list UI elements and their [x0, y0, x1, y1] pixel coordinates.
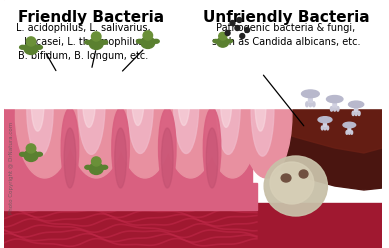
Ellipse shape: [178, 62, 190, 125]
Ellipse shape: [240, 33, 245, 38]
Ellipse shape: [337, 107, 339, 111]
Ellipse shape: [321, 126, 323, 130]
Ellipse shape: [143, 31, 152, 40]
Ellipse shape: [16, 53, 74, 178]
Ellipse shape: [358, 111, 360, 116]
Ellipse shape: [116, 38, 174, 178]
Ellipse shape: [306, 102, 308, 107]
Ellipse shape: [349, 101, 364, 108]
Text: L. acidophilus, L. salivarius,
 L. casei, L. thermophilus,
B. bifidum, B. longum: L. acidophilus, L. salivarius, L. casei,…: [16, 23, 151, 61]
Ellipse shape: [351, 131, 352, 134]
Polygon shape: [228, 0, 382, 153]
Ellipse shape: [225, 31, 230, 35]
Ellipse shape: [251, 62, 274, 156]
Ellipse shape: [89, 38, 103, 49]
Ellipse shape: [85, 165, 91, 169]
Ellipse shape: [219, 32, 227, 40]
Text: Photo Copyright @ DrNatura.com: Photo Copyright @ DrNatura.com: [9, 122, 14, 214]
Ellipse shape: [101, 40, 108, 44]
Ellipse shape: [36, 45, 42, 49]
Polygon shape: [228, 0, 382, 190]
Ellipse shape: [91, 157, 101, 166]
Text: Friendly Bacteria: Friendly Bacteria: [18, 10, 165, 25]
Ellipse shape: [31, 75, 44, 131]
Ellipse shape: [206, 43, 259, 178]
Ellipse shape: [327, 126, 329, 130]
Ellipse shape: [161, 128, 173, 188]
Ellipse shape: [343, 122, 356, 128]
Ellipse shape: [217, 37, 229, 47]
Ellipse shape: [173, 49, 199, 154]
Ellipse shape: [141, 37, 155, 48]
Ellipse shape: [334, 107, 336, 111]
Ellipse shape: [19, 152, 26, 156]
Ellipse shape: [264, 156, 328, 216]
Ellipse shape: [19, 45, 26, 49]
Ellipse shape: [203, 108, 221, 188]
Ellipse shape: [153, 39, 159, 43]
Ellipse shape: [89, 163, 103, 174]
Polygon shape: [4, 183, 257, 210]
Ellipse shape: [131, 62, 144, 125]
Ellipse shape: [206, 128, 218, 188]
Ellipse shape: [227, 39, 232, 43]
Polygon shape: [323, 121, 327, 126]
Ellipse shape: [270, 162, 314, 204]
Ellipse shape: [255, 75, 266, 131]
Ellipse shape: [245, 28, 250, 32]
Ellipse shape: [281, 174, 291, 182]
Ellipse shape: [36, 152, 42, 156]
Ellipse shape: [235, 26, 240, 31]
Ellipse shape: [82, 67, 96, 127]
Ellipse shape: [237, 18, 242, 23]
Ellipse shape: [330, 107, 333, 111]
Polygon shape: [354, 106, 358, 112]
Ellipse shape: [220, 67, 232, 127]
Ellipse shape: [66, 43, 126, 178]
Ellipse shape: [24, 150, 38, 161]
Ellipse shape: [78, 53, 105, 154]
Ellipse shape: [324, 126, 326, 130]
Ellipse shape: [216, 53, 240, 154]
Ellipse shape: [137, 39, 143, 43]
Ellipse shape: [352, 111, 354, 116]
Ellipse shape: [85, 40, 91, 44]
Ellipse shape: [101, 165, 108, 169]
Ellipse shape: [230, 21, 235, 26]
Ellipse shape: [299, 170, 308, 178]
Ellipse shape: [112, 108, 129, 188]
Ellipse shape: [61, 108, 79, 188]
Ellipse shape: [27, 62, 53, 156]
Polygon shape: [348, 126, 351, 131]
Ellipse shape: [159, 108, 176, 188]
Ellipse shape: [24, 43, 38, 55]
Ellipse shape: [241, 53, 292, 178]
Ellipse shape: [127, 49, 153, 154]
Polygon shape: [308, 95, 312, 102]
Ellipse shape: [326, 95, 343, 103]
Polygon shape: [4, 203, 382, 248]
Polygon shape: [4, 0, 252, 193]
Ellipse shape: [313, 102, 315, 107]
Ellipse shape: [26, 37, 36, 46]
Text: Pathogenic bacteria & fungi,
such as Candida albicans, etc.: Pathogenic bacteria & fungi, such as Can…: [212, 23, 360, 47]
Ellipse shape: [163, 38, 219, 178]
Ellipse shape: [346, 131, 348, 134]
Ellipse shape: [355, 111, 357, 116]
Text: Unfriendly Bacteria: Unfriendly Bacteria: [203, 10, 370, 25]
Ellipse shape: [213, 39, 219, 43]
Ellipse shape: [318, 117, 332, 123]
Ellipse shape: [301, 90, 319, 98]
Polygon shape: [333, 100, 336, 107]
Ellipse shape: [309, 102, 312, 107]
Ellipse shape: [26, 144, 36, 153]
Ellipse shape: [64, 128, 76, 188]
Polygon shape: [4, 0, 382, 108]
Ellipse shape: [115, 128, 126, 188]
Ellipse shape: [349, 131, 350, 134]
Ellipse shape: [91, 32, 101, 41]
